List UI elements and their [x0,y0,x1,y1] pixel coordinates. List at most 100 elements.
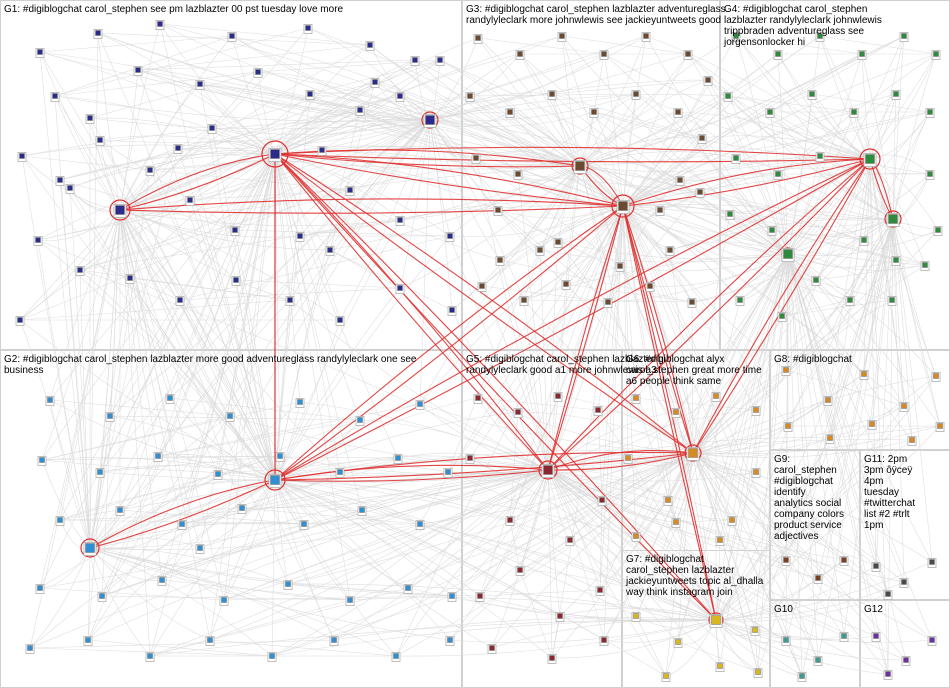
region-label-g2: G2: #digiblogchat carol_stephen lazblazt… [4,354,417,376]
node [626,456,631,461]
node [476,36,481,41]
node [396,456,401,461]
edge-weak [820,36,936,54]
node [338,318,343,323]
node [348,188,353,193]
node [522,298,527,303]
node [518,568,523,573]
node [690,300,695,305]
node [596,408,601,413]
node [756,670,761,675]
node [734,156,739,161]
node [188,198,193,203]
node [490,646,495,651]
edge-weak [80,270,90,548]
edge-weak [430,120,558,242]
region-label-g7: G7: #digiblogchatcarol_stephen lazblazte… [625,554,764,598]
edge-weak [90,416,110,548]
edge-weak [772,219,893,235]
edge-weak [812,94,930,112]
node [784,250,793,259]
node [448,638,453,643]
node [328,248,333,253]
node [78,268,83,273]
edge-weak [150,620,716,656]
node [676,110,681,115]
node [689,449,698,458]
edge-strong [120,199,623,210]
node [634,534,639,539]
node [889,215,898,224]
node [784,368,789,373]
region-label-g11: G11: 2pm3pm ôÿceÿ4pmtuesday#twitterchatl… [864,454,915,531]
edge-weak [740,159,870,300]
node [88,116,93,121]
node [100,594,105,599]
node [664,674,669,679]
node [332,638,337,643]
node [930,560,935,565]
node [108,414,113,419]
node [674,410,679,415]
node [40,458,45,463]
edge-weak [830,426,940,438]
node [222,598,227,603]
node [726,94,731,99]
node [634,92,639,97]
region-label-g1: G1: #digiblogchat carol_stephen see pm l… [4,4,344,15]
node [862,238,867,243]
node [874,634,879,639]
node [560,34,565,39]
node [398,94,403,99]
node [902,34,907,39]
edge-weak [646,36,788,254]
node [426,116,435,125]
node [518,52,523,57]
edge-weak [623,36,646,206]
node [550,656,555,661]
node [714,394,719,399]
node [338,470,343,475]
edge-weak [480,590,600,596]
node [866,155,875,164]
node [53,94,58,99]
node [718,664,723,669]
node [928,172,933,177]
node [58,518,63,523]
node [658,208,663,213]
node [934,374,939,379]
node [816,658,821,663]
node [320,148,325,153]
edge-weak [430,54,604,120]
edge-weak [210,154,275,640]
node [634,614,639,619]
edge-strong [623,206,693,453]
edge-weak [310,60,440,94]
node [298,234,303,239]
edge-weak [100,120,430,143]
node [398,218,403,223]
node [48,398,53,403]
node [288,298,293,303]
node [20,154,25,159]
edge-weak [138,70,360,110]
node [360,508,365,513]
edge-weak [55,96,120,210]
node [498,258,503,263]
edge-weak [275,45,370,154]
node [116,206,125,215]
edge-weak [478,38,604,54]
edge-weak [40,588,224,600]
node [18,318,23,323]
edge-weak [55,96,275,480]
node [902,404,907,409]
edge-weak [110,416,275,480]
node [228,414,233,419]
node [568,538,573,543]
region-label-g4: G4: #digiblogchat carol_stephenlazblazte… [723,4,882,48]
edge-weak [160,24,370,45]
node [398,286,403,291]
node [698,190,703,195]
node [852,110,857,115]
node [886,672,891,677]
